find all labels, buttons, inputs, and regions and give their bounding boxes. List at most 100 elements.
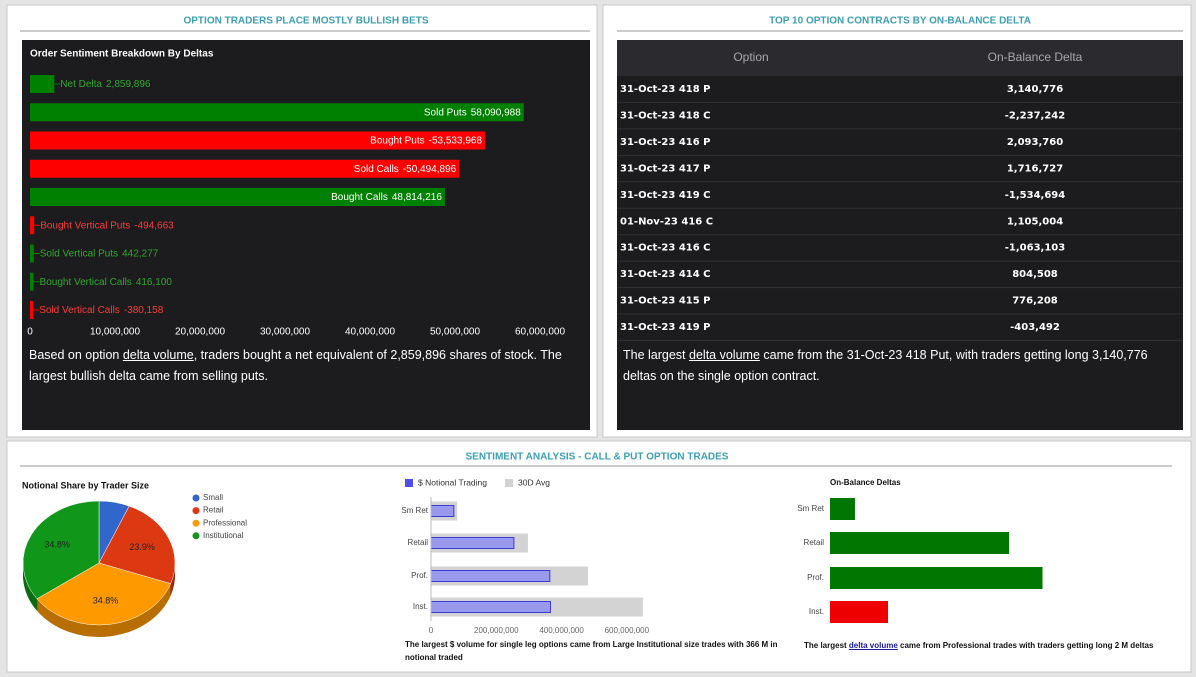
note-text: came from Professional trades with trade… [897,641,1154,650]
x-tick-label: 600,000,000 [605,626,650,635]
table-cell: 01-Nov-23 416 C [620,216,713,227]
pie-slice [22,500,100,600]
value-label: -494,663 [134,220,174,231]
x-tick-label: 40,000,000 [345,327,395,338]
bar [430,505,455,517]
y-tick-label: Inst. [809,607,824,616]
bar [830,567,1043,589]
bar-label: Sold Vertical Calls -380,158 [39,305,164,316]
category-label: Net Delta [60,79,102,90]
table-cell: 31-Oct-23 419 C [620,190,711,201]
y-tick-label: Retail [804,538,825,547]
legend-swatch [405,479,413,487]
value-label: 2,859,896 [106,79,151,90]
category-label: Sold Vertical Puts [40,248,118,259]
y-tick-label: Retail [408,538,429,547]
link[interactable]: delta volume [848,641,898,650]
y-tick-label: Prof. [807,573,824,582]
category-label: Bought Calls [331,192,388,203]
panel-title: OPTION TRADERS PLACE MOSTLY BULLISH BETS [183,16,428,27]
column-header: Option [733,50,768,64]
link[interactable]: delta volume [122,348,194,362]
table-cell: 31-Oct-23 415 P [620,296,711,307]
category-label: Bought Vertical Puts [40,220,130,231]
x-tick-label: 50,000,000 [430,327,480,338]
table-cell: 31-Oct-23 419 P [620,322,711,333]
pie-slice [98,505,176,584]
note-box: The largest delta volume came from the 3… [623,345,1173,387]
value-label: -53,533,968 [429,135,483,146]
bar-label: Bought Puts -53,533,968 [370,135,482,146]
note: The largest delta volume came from Profe… [804,639,1174,652]
y-tick-label: Sm Ret [401,506,428,515]
x-tick-label: 400,000,000 [539,626,584,635]
column-header: On-Balance Delta [988,50,1083,64]
x-tick-label: 30,000,000 [260,327,310,338]
legend-swatch [192,494,200,502]
x-tick-label: 20,000,000 [175,327,225,338]
note: The largest $ volume for single leg opti… [405,638,785,664]
bar [30,272,34,291]
value-label: 58,090,988 [471,107,521,118]
table-cell: -2,237,242 [1005,110,1065,121]
bar [30,159,460,178]
bar [30,131,486,150]
y-tick-label: Prof. [411,571,428,580]
slice-label: 23.9% [129,542,155,552]
category-label: Bought Puts [370,135,424,146]
bar [30,244,34,263]
legend-label: Small [203,493,223,502]
bar [30,75,55,93]
table-cell: 1,716,727 [1007,163,1063,174]
table-cell: -403,492 [1010,322,1060,333]
table-cell: 31-Oct-23 418 P [620,84,711,95]
note-text: Based on option [29,348,123,362]
panel-title: SENTIMENT ANALYSIS - CALL & PUT OPTION T… [466,452,729,463]
table-cell: -1,063,103 [1005,243,1065,254]
category-label: Sold Vertical Calls [39,305,120,316]
bar [30,188,445,206]
legend-swatch [505,479,513,487]
legend-label: 30D Avg [518,477,550,487]
category-label: Sold Puts [424,107,467,118]
value-label: -50,494,896 [403,163,457,174]
chart-title: Notional Share by Trader Size [22,480,149,490]
pie-slice [36,562,172,626]
table-cell: -1,534,694 [1005,190,1065,201]
bar [30,216,35,235]
note: The largest delta volume came from the 3… [623,345,1173,387]
bar [430,601,551,613]
bar-label: Bought Vertical Calls 416,100 [40,276,173,287]
table-cell: 804,508 [1012,269,1058,280]
table-cell: 31-Oct-23 414 C [620,269,711,280]
bar [430,570,551,582]
chart-title: Order Sentiment Breakdown By Deltas [30,49,214,60]
note-box: Based on option delta volume, traders bo… [29,345,585,387]
table-cell: 31-Oct-23 417 P [620,163,711,174]
bar-label: Sold Vertical Puts 442,277 [40,248,159,259]
bar-label: Bought Vertical Puts -494,663 [40,220,174,231]
bar-label: Net Delta 2,859,896 [60,79,151,90]
note-text: The largest [623,348,690,362]
chart-title: On-Balance Deltas [830,478,901,487]
table-cell: 1,105,004 [1007,216,1063,227]
table-cell: 31-Oct-23 418 C [620,110,711,121]
x-tick-label: 0 [429,626,434,635]
note: Based on option delta volume, traders bo… [29,345,585,387]
link[interactable]: delta volume [689,348,760,362]
category-label: Bought Vertical Calls [40,276,132,287]
x-tick-label: 60,000,000 [515,327,565,338]
legend-label: Retail [203,506,224,515]
note-text: The largest $ volume for single leg opti… [405,640,778,662]
legend-swatch [192,519,200,527]
note-box: The largest $ volume for single leg opti… [405,638,785,664]
panel-title: TOP 10 OPTION CONTRACTS BY ON-BALANCE DE… [769,16,1031,27]
value-label: -380,158 [124,305,164,316]
y-tick-label: Inst. [413,602,428,611]
panel [6,440,1192,673]
x-tick-label: 0 [27,327,33,338]
bar [830,532,1010,554]
value-label: 442,277 [122,248,159,259]
